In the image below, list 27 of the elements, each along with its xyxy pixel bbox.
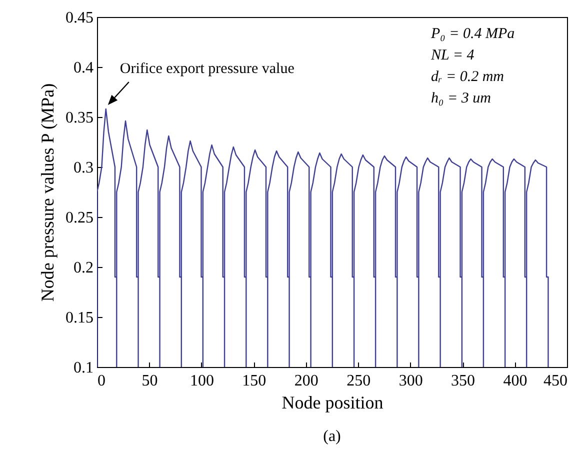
x-tick-label: 100 bbox=[190, 372, 214, 390]
x-tick-label: 150 bbox=[242, 372, 266, 390]
x-tick-label: 200 bbox=[294, 372, 318, 390]
annotation: NL = 4 bbox=[430, 48, 475, 64]
annotation: h₀ = 3 um bbox=[431, 90, 492, 106]
x-tick-label: 250 bbox=[346, 372, 371, 390]
x-tick-label: 350 bbox=[451, 372, 476, 390]
y-tick-label: 0.3 bbox=[74, 160, 94, 176]
y-tick-label: 0.45 bbox=[66, 10, 94, 26]
x-tick-label: 50 bbox=[142, 372, 158, 390]
x-tick-label: 450 bbox=[544, 372, 568, 390]
x-tick-label: 0 bbox=[98, 372, 106, 390]
annotation: P₀ = 0.4 MPa bbox=[430, 26, 515, 42]
line-series bbox=[97, 108, 549, 367]
y-tick-label: 0.15 bbox=[66, 310, 94, 326]
x-tick-label: 300 bbox=[398, 372, 423, 390]
y-tick-label: 0.4 bbox=[74, 60, 94, 76]
y-tick-label: 0.35 bbox=[66, 110, 94, 126]
text: (a) bbox=[323, 428, 341, 445]
y-axis-title: Node pressure values P (MPa) bbox=[38, 83, 58, 302]
annotation: dᵣ = 0.2 mm bbox=[431, 69, 504, 85]
x-axis-title: Node position bbox=[282, 392, 384, 412]
y-tick-label: 0.2 bbox=[74, 260, 94, 276]
annotation: Orifice export pressure value bbox=[120, 61, 295, 77]
x-tick-label: 400 bbox=[503, 372, 528, 390]
y-tick-label: 0.1 bbox=[74, 360, 94, 376]
y-tick-label: 0.25 bbox=[66, 210, 94, 226]
